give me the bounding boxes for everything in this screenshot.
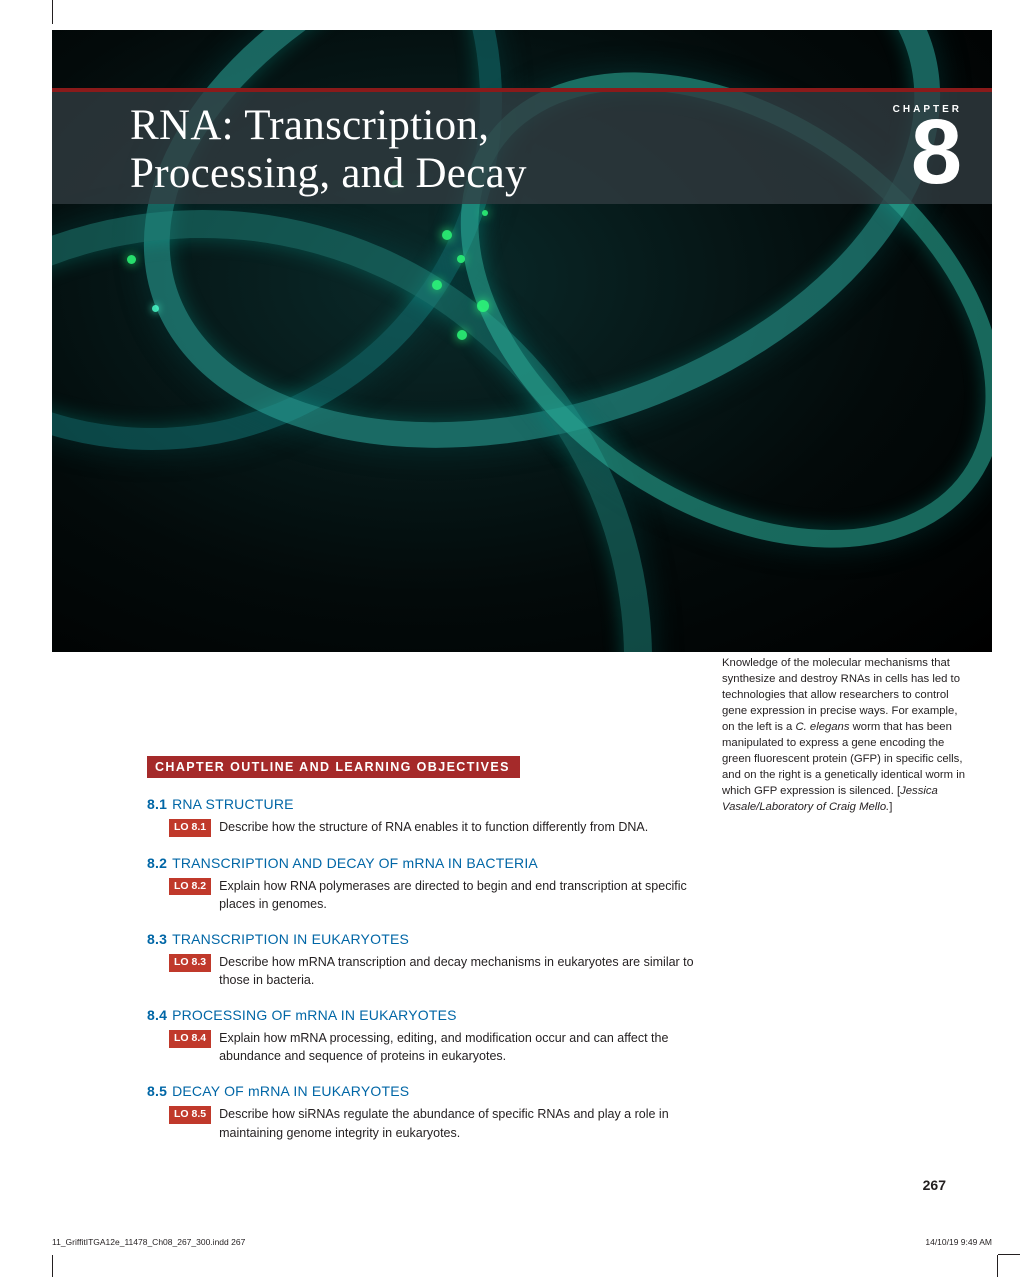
crop-mark-top — [52, 0, 53, 24]
gfp-dot — [442, 230, 452, 240]
gfp-dot — [482, 210, 488, 216]
chapter-title-line1: RNA: Transcription, — [130, 102, 489, 149]
learning-objective-row: LO 8.2 Explain how RNA polymerases are d… — [169, 877, 707, 913]
section-8-2: 8.2 TRANSCRIPTION AND DECAY OF mRNA IN BA… — [147, 855, 707, 913]
lo-badge: LO 8.1 — [169, 819, 211, 837]
section-heading: 8.5 DECAY OF mRNA IN EUKARYOTES — [147, 1083, 707, 1099]
learning-objective-row: LO 8.5 Describe how siRNAs regulate the … — [169, 1105, 707, 1141]
chapter-number: 8 — [893, 117, 962, 189]
crop-mark-bottom-left — [52, 1255, 53, 1277]
lo-badge: LO 8.4 — [169, 1030, 211, 1048]
section-title: PROCESSING OF mRNA IN EUKARYOTES — [172, 1007, 457, 1023]
lo-badge: LO 8.3 — [169, 954, 211, 972]
chapter-title-bar: RNA: Transcription, Processing, and Deca… — [52, 88, 992, 204]
learning-objective-row: LO 8.3 Describe how mRNA transcription a… — [169, 953, 707, 989]
chapter-outline: CHAPTER OUTLINE AND LEARNING OBJECTIVES … — [147, 682, 707, 1142]
crop-mark-bottom-right-v — [997, 1255, 998, 1277]
page-number: 267 — [923, 1177, 946, 1193]
section-title: TRANSCRIPTION IN EUKARYOTES — [172, 931, 409, 947]
section-title: RNA STRUCTURE — [172, 796, 294, 812]
learning-objective-row: LO 8.1 Describe how the structure of RNA… — [169, 818, 707, 837]
chapter-number-block: CHAPTER 8 — [893, 102, 962, 189]
section-heading: 8.2 TRANSCRIPTION AND DECAY OF mRNA IN BA… — [147, 855, 707, 871]
lo-badge: LO 8.2 — [169, 878, 211, 896]
lo-text: Describe how siRNAs regulate the abundan… — [219, 1105, 707, 1141]
section-heading: 8.4 PROCESSING OF mRNA IN EUKARYOTES — [147, 1007, 707, 1023]
gfp-dot — [152, 305, 159, 312]
section-number: 8.3 — [147, 931, 167, 947]
gfp-dot — [457, 255, 465, 263]
caption-text-post: ] — [889, 801, 892, 813]
gfp-dot — [127, 255, 136, 264]
outline-header: CHAPTER OUTLINE AND LEARNING OBJECTIVES — [147, 756, 520, 778]
page-content: RNA: Transcription, Processing, and Deca… — [52, 30, 992, 1142]
section-title: TRANSCRIPTION AND DECAY OF mRNA IN BACTE… — [172, 855, 538, 871]
figure-caption: Knowledge of the molecular mechanisms th… — [722, 655, 970, 815]
section-number: 8.2 — [147, 855, 167, 871]
hero-image: RNA: Transcription, Processing, and Deca… — [52, 30, 992, 652]
lo-text: Describe how mRNA transcription and deca… — [219, 953, 707, 989]
section-number: 8.5 — [147, 1083, 167, 1099]
section-8-5: 8.5 DECAY OF mRNA IN EUKARYOTES LO 8.5 De… — [147, 1083, 707, 1141]
section-8-4: 8.4 PROCESSING OF mRNA IN EUKARYOTES LO 8… — [147, 1007, 707, 1065]
gfp-dot — [457, 330, 467, 340]
gfp-dot — [477, 300, 489, 312]
crop-mark-bottom-right-h — [998, 1254, 1020, 1255]
body-area: Knowledge of the molecular mechanisms th… — [52, 652, 992, 1142]
lo-text: Explain how mRNA processing, editing, an… — [219, 1029, 707, 1065]
footer-timestamp: 14/10/19 9:49 AM — [925, 1237, 992, 1247]
caption-italic-species: C. elegans — [795, 721, 849, 733]
section-8-3: 8.3 TRANSCRIPTION IN EUKARYOTES LO 8.3 De… — [147, 931, 707, 989]
print-footer: 11_GriffitITGA12e_11478_Ch08_267_300.ind… — [52, 1237, 992, 1247]
lo-badge: LO 8.5 — [169, 1106, 211, 1124]
footer-file: 11_GriffitITGA12e_11478_Ch08_267_300.ind… — [52, 1237, 245, 1247]
chapter-title-line2: Processing, and Decay — [130, 150, 527, 197]
chapter-title: RNA: Transcription, Processing, and Deca… — [130, 102, 527, 198]
section-number: 8.1 — [147, 796, 167, 812]
lo-text: Describe how the structure of RNA enable… — [219, 818, 648, 836]
lo-text: Explain how RNA polymerases are directed… — [219, 877, 707, 913]
section-8-1: 8.1 RNA STRUCTURE LO 8.1 Describe how the… — [147, 796, 707, 837]
section-number: 8.4 — [147, 1007, 167, 1023]
gfp-dot — [432, 280, 442, 290]
section-heading: 8.1 RNA STRUCTURE — [147, 796, 707, 812]
section-title: DECAY OF mRNA IN EUKARYOTES — [172, 1083, 409, 1099]
learning-objective-row: LO 8.4 Explain how mRNA processing, edit… — [169, 1029, 707, 1065]
section-heading: 8.3 TRANSCRIPTION IN EUKARYOTES — [147, 931, 707, 947]
